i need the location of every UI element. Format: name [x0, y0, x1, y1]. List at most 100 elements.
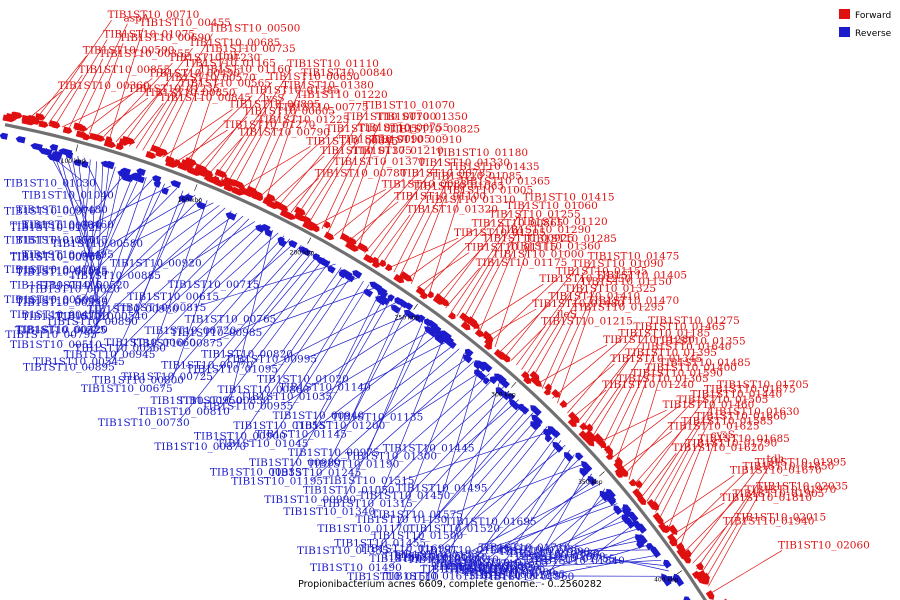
forward-gene-label: TIB1ST10_01440: [690, 389, 782, 401]
forward-connector: [271, 155, 325, 204]
forward-gene-label: TIB1ST10_01940: [723, 515, 815, 527]
reverse-connector: [101, 164, 110, 225]
forward-gene-label: TIB1ST10_01485: [659, 357, 751, 369]
reverse-connector: [352, 305, 402, 416]
forward-connector: [450, 234, 504, 313]
reverse-connector: [400, 390, 510, 504]
reverse-gene: [417, 314, 426, 323]
reverse-gene: [446, 339, 457, 349]
forward-connector: [364, 191, 417, 254]
genome-backbone: [4, 123, 707, 600]
forward-gene: [544, 383, 552, 391]
forward-gene-label: TIB1ST10_01585: [681, 415, 773, 427]
reverse-connector: [533, 513, 626, 571]
forward-gene-label: TIB1ST10_01630: [708, 406, 800, 418]
forward-connector: [567, 331, 638, 414]
forward-connector: [557, 305, 592, 404]
forward-gene: [474, 328, 484, 338]
reverse-connector: [376, 394, 515, 551]
forward-gene: [371, 260, 380, 269]
reverse-gene-label: TIB1ST10_00505: [4, 294, 96, 306]
forward-gene: [145, 151, 157, 160]
forward-gene-label: ileS: [557, 308, 577, 320]
reverse-connector: [475, 417, 538, 488]
forward-gene-label: TIB1ST10_01180: [436, 147, 528, 159]
forward-gene-label: TIB1ST10_00905: [339, 134, 431, 146]
reverse-gene: [304, 249, 312, 257]
reverse-gene: [387, 294, 395, 302]
forward-gene: [662, 524, 671, 533]
forward-gene-label: TIB1ST10_01970: [745, 484, 837, 496]
reverse-connector: [297, 280, 364, 390]
reverse-gene-label: TIB1ST10_00815: [115, 302, 207, 314]
reverse-gene-label: TIB1ST10_00830: [178, 395, 270, 407]
forward-gene-label: TIB1ST10_01320: [406, 204, 498, 216]
forward-gene-label: TIB1ST10_01230: [169, 52, 261, 64]
reverse-gene-label: TIB1ST10_00510: [10, 339, 102, 351]
reverse-gene-label: TIB1ST10_01140: [279, 382, 371, 394]
forward-connector: [659, 416, 713, 519]
reverse-gene: [15, 136, 26, 144]
reverse-gene: [638, 534, 648, 545]
forward-connector: [667, 444, 703, 530]
forward-gene: [12, 111, 23, 119]
reverse-gene-label: TIB1ST10_00810: [138, 406, 230, 418]
forward-gene-label: TIB1ST10_01505: [677, 394, 769, 406]
reverse-connector: [511, 473, 593, 567]
reverse-connector: [462, 483, 601, 557]
reverse-connector: [305, 313, 413, 359]
reverse-gene: [509, 399, 521, 411]
reverse-gene-label: TIB1ST10_01315: [321, 498, 413, 510]
forward-connector: [688, 467, 759, 558]
reverse-gene: [531, 414, 543, 426]
reverse-connector: [328, 309, 408, 462]
forward-gene-label: TIB1ST10_01685: [698, 433, 790, 445]
forward-connector: [393, 204, 429, 273]
reverse-gene: [464, 348, 474, 358]
reverse-gene-label: TIB1ST10_00965: [10, 250, 102, 262]
forward-gene-label: TIB1ST10_00700: [345, 111, 437, 123]
forward-gene: [312, 224, 320, 233]
forward-gene: [683, 555, 692, 564]
reverse-connector: [89, 161, 97, 285]
forward-gene-label: TIB1ST10_01295: [572, 302, 664, 314]
reverse-connector: [83, 166, 116, 270]
forward-gene-label: TIB1ST10_01905: [733, 488, 825, 500]
reverse-gene-label: TIB1ST10_00730: [98, 417, 190, 429]
reverse-gene: [80, 160, 89, 169]
forward-gene-label: TIB1ST10_01850: [743, 460, 835, 472]
forward-gene-label: TIB1ST10_00850: [144, 87, 236, 99]
forward-gene: [584, 429, 597, 442]
forward-gene: [628, 478, 637, 487]
reverse-gene: [624, 516, 636, 529]
reverse-gene-label: TIB1ST10_01050: [303, 485, 395, 497]
forward-connector: [650, 389, 722, 508]
forward-connector: [711, 550, 783, 593]
reverse-gene-label: TIB1ST10_00895: [23, 362, 115, 374]
forward-gene-label: TIB1ST10_01410: [548, 290, 640, 302]
reverse-gene-label: TIB1ST10_01600: [514, 551, 606, 563]
forward-gene: [502, 354, 511, 363]
reverse-gene: [376, 289, 389, 299]
forward-connector: [265, 99, 301, 201]
forward-gene: [683, 549, 692, 558]
reverse-gene-label: TIB1ST10_01570: [454, 565, 546, 577]
forward-gene: [603, 445, 613, 455]
reverse-gene: [483, 377, 491, 385]
forward-gene-label: TIB1ST10_00865: [472, 218, 564, 230]
reverse-gene-label: TIB1ST10_01550: [4, 235, 96, 247]
forward-connector: [456, 202, 528, 317]
reverse-gene-label: TIB1ST10_01510: [347, 571, 439, 583]
forward-connector: [68, 58, 104, 129]
reverse-gene-label: TIB1ST10_01700: [420, 564, 512, 576]
reverse-gene-label: TIB1ST10_00875: [131, 338, 223, 350]
reverse-gene: [390, 304, 401, 314]
reverse-gene-label: TIB1ST10_01490: [310, 562, 402, 574]
forward-gene: [701, 576, 710, 585]
forward-connector: [696, 494, 749, 570]
reverse-connector: [313, 294, 386, 426]
reverse-connector: [363, 377, 495, 512]
forward-connector: [428, 186, 463, 296]
forward-gene-label: TIB1ST10_00355: [99, 48, 191, 60]
reverse-gene-label: TIB1ST10_00870: [154, 441, 246, 453]
